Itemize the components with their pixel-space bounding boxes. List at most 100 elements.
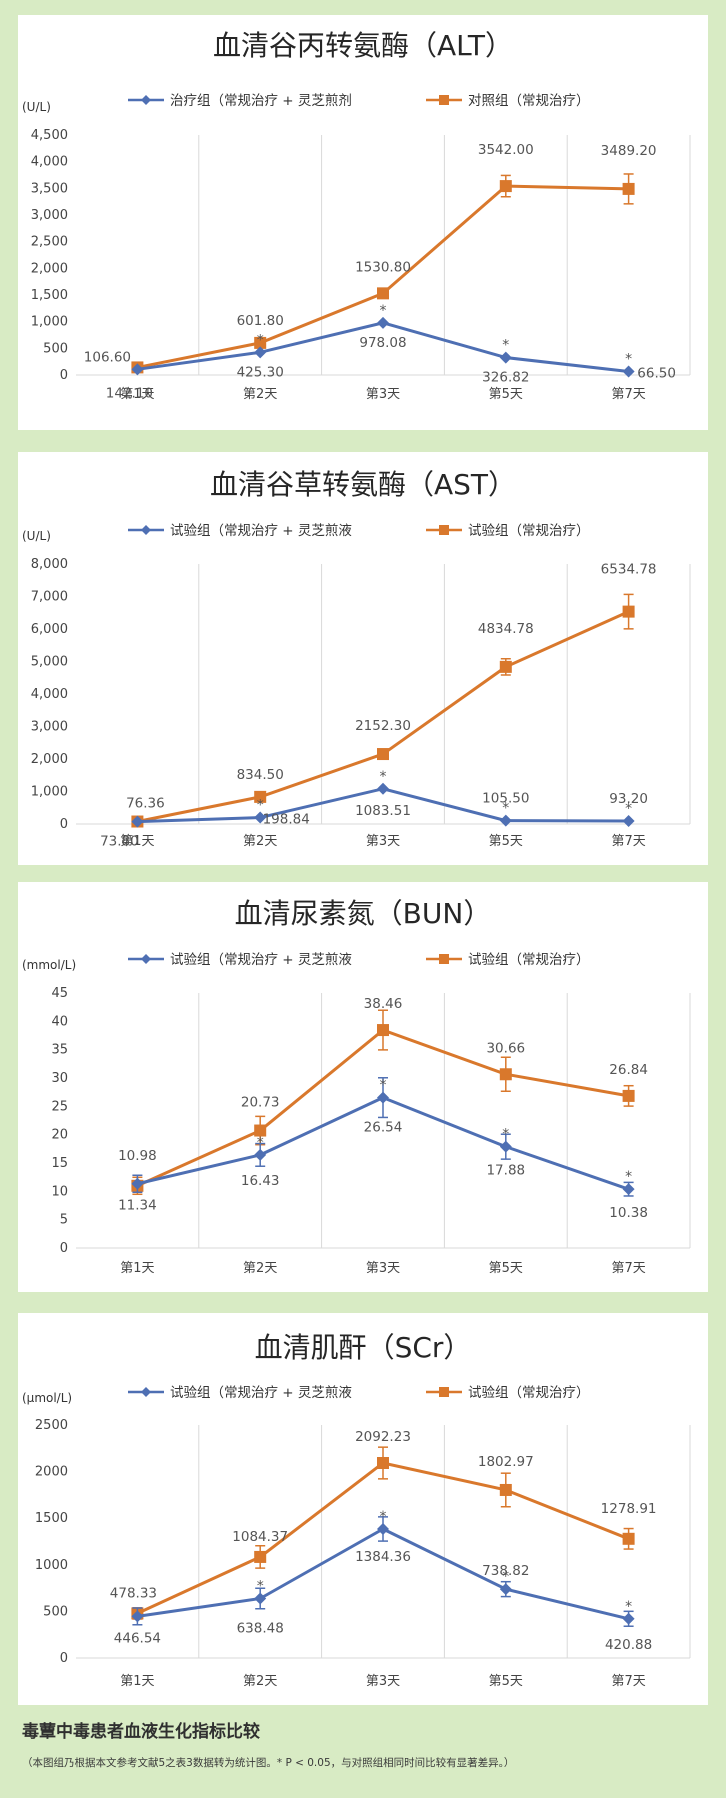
data-point-treatment — [622, 1612, 635, 1625]
data-label-control: 601.80 — [237, 313, 284, 329]
legend-label-control: 对照组（常规治疗） — [468, 93, 590, 109]
x-tick-label: 第1天 — [120, 387, 154, 402]
y-tick-label: 1000 — [35, 1558, 68, 1573]
data-point-control — [254, 1550, 267, 1563]
data-label-control: 142.10 — [106, 385, 153, 401]
data-label-control: 1084.37 — [232, 1529, 288, 1545]
data-point-treatment — [377, 1091, 389, 1104]
data-label-control: 1278.91 — [601, 1501, 657, 1517]
chart-panel-bun: 血清尿素氮（BUN） (mmol/L) 试验组（常规治疗 + 灵芝煎液 试验组（常规治… — [18, 882, 708, 1292]
data-point-treatment — [622, 814, 635, 827]
legend-marker-control — [439, 954, 449, 964]
chart-bun: 血清尿素氮（BUN） (mmol/L) 试验组（常规治疗 + 灵芝煎液 试验组（常规治… — [22, 897, 691, 1276]
y-tick-label: 4,500 — [31, 128, 68, 143]
x-tick-label: 第1天 — [120, 1261, 154, 1276]
x-tick-label: 第7天 — [611, 1261, 645, 1276]
y-tick-label: 5 — [60, 1213, 68, 1228]
data-label-treatment: 326.82 — [482, 370, 529, 386]
y-tick-label: 6,000 — [31, 622, 68, 637]
y-tick-label: 20 — [51, 1128, 68, 1143]
data-point-treatment — [254, 811, 267, 824]
x-tick-label: 第1天 — [120, 1674, 154, 1689]
data-point-control — [499, 660, 512, 673]
y-tick-label: 1,000 — [31, 785, 68, 800]
data-label-treatment: 10.38 — [609, 1205, 648, 1221]
significance-star: * — [625, 351, 632, 367]
x-tick-label: 第2天 — [243, 1261, 277, 1276]
data-point-control — [622, 1089, 635, 1102]
legend-marker-control — [439, 95, 449, 105]
data-point-control — [499, 1483, 512, 1496]
data-point-treatment — [377, 1522, 389, 1535]
y-tick-label: 1500 — [35, 1511, 68, 1526]
significance-star: * — [502, 1127, 509, 1143]
y-tick-label: 0 — [60, 1651, 68, 1666]
significance-star: * — [257, 1135, 264, 1151]
series-line-treatment — [137, 1527, 629, 1621]
y-tick-label: 3,000 — [31, 208, 68, 223]
data-label-control: 834.50 — [237, 767, 284, 783]
data-label-treatment: 105.50 — [482, 791, 529, 807]
y-tick-label: 2000 — [35, 1465, 68, 1480]
data-point-control — [499, 1068, 512, 1081]
legend-marker-treatment — [141, 1387, 151, 1397]
y-tick-label: 4,000 — [31, 155, 68, 170]
data-label-control: 2092.23 — [355, 1429, 411, 1445]
y-tick-label: 5,000 — [31, 655, 68, 670]
data-point-treatment — [377, 316, 389, 329]
x-tick-label: 第7天 — [611, 387, 645, 402]
y-axis-unit: (μmol/L) — [22, 1391, 72, 1405]
data-point-control — [622, 605, 635, 618]
data-point-control — [622, 1532, 635, 1545]
y-tick-label: 3,500 — [31, 181, 68, 196]
significance-star: * — [257, 798, 264, 814]
x-tick-label: 第3天 — [366, 1261, 400, 1276]
x-tick-label: 第3天 — [366, 1674, 400, 1689]
data-point-treatment — [499, 351, 512, 364]
legend-marker-treatment — [141, 954, 151, 964]
significance-star: * — [380, 1078, 387, 1094]
data-label-treatment: 26.54 — [364, 1120, 403, 1136]
legend-label-treatment: 试验组（常规治疗 + 灵芝煎液 — [170, 523, 352, 539]
data-label-control: 30.66 — [486, 1040, 525, 1056]
data-label-control: 76.36 — [126, 796, 165, 812]
y-tick-label: 2500 — [35, 1418, 68, 1433]
data-point-treatment — [499, 1583, 512, 1596]
y-axis-unit: (U/L) — [22, 100, 51, 114]
legend-label-treatment: 试验组（常规治疗 + 灵芝煎液 — [170, 952, 352, 968]
legend-label-control: 试验组（常规治疗） — [468, 952, 590, 968]
y-tick-label: 45 — [51, 986, 68, 1001]
data-label-treatment: 1083.51 — [355, 803, 411, 819]
data-label-treatment: 446.54 — [114, 1630, 161, 1646]
legend-label-control: 试验组（常规治疗） — [468, 523, 590, 539]
y-tick-label: 1,000 — [31, 315, 68, 330]
data-point-treatment — [622, 1183, 635, 1196]
data-point-treatment — [131, 1610, 144, 1623]
data-label-treatment: 17.88 — [486, 1163, 525, 1179]
legend-marker-treatment — [141, 95, 151, 105]
data-point-control — [499, 180, 512, 193]
chart-title: 血清谷草转氨酶（AST） — [210, 468, 516, 501]
legend-marker-control — [439, 525, 449, 535]
data-label-treatment: 420.88 — [605, 1637, 652, 1653]
data-label-treatment: 66.50 — [637, 365, 676, 381]
chart-ast: 血清谷草转氨酶（AST） (U/L) 试验组（常规治疗 + 灵芝煎液 试验组（常规治疗… — [22, 468, 691, 850]
data-point-treatment — [377, 782, 389, 795]
y-tick-label: 30 — [51, 1071, 68, 1086]
y-tick-label: 2,500 — [31, 235, 68, 250]
data-point-control — [377, 1457, 389, 1470]
data-label-treatment: 978.08 — [359, 335, 406, 351]
x-tick-label: 第5天 — [489, 1674, 523, 1689]
significance-star: * — [380, 1509, 387, 1525]
legend-marker-control — [439, 1387, 449, 1397]
data-point-treatment — [254, 1148, 267, 1161]
x-tick-label: 第7天 — [611, 1674, 645, 1689]
data-point-treatment — [131, 815, 144, 828]
data-point-control — [377, 287, 389, 300]
data-label-control: 2152.30 — [355, 718, 411, 734]
chart-panel-ast: 血清谷草转氨酶（AST） (U/L) 试验组（常规治疗 + 灵芝煎液 试验组（常规治疗… — [18, 452, 708, 865]
legend-marker-treatment — [141, 525, 151, 535]
significance-star: * — [502, 801, 509, 817]
y-tick-label: 3,000 — [31, 720, 68, 735]
chart-scr: 血清肌酐（SCr） (μmol/L) 试验组（常规治疗 + 灵芝煎液 试验组（常规治疗… — [22, 1331, 691, 1689]
